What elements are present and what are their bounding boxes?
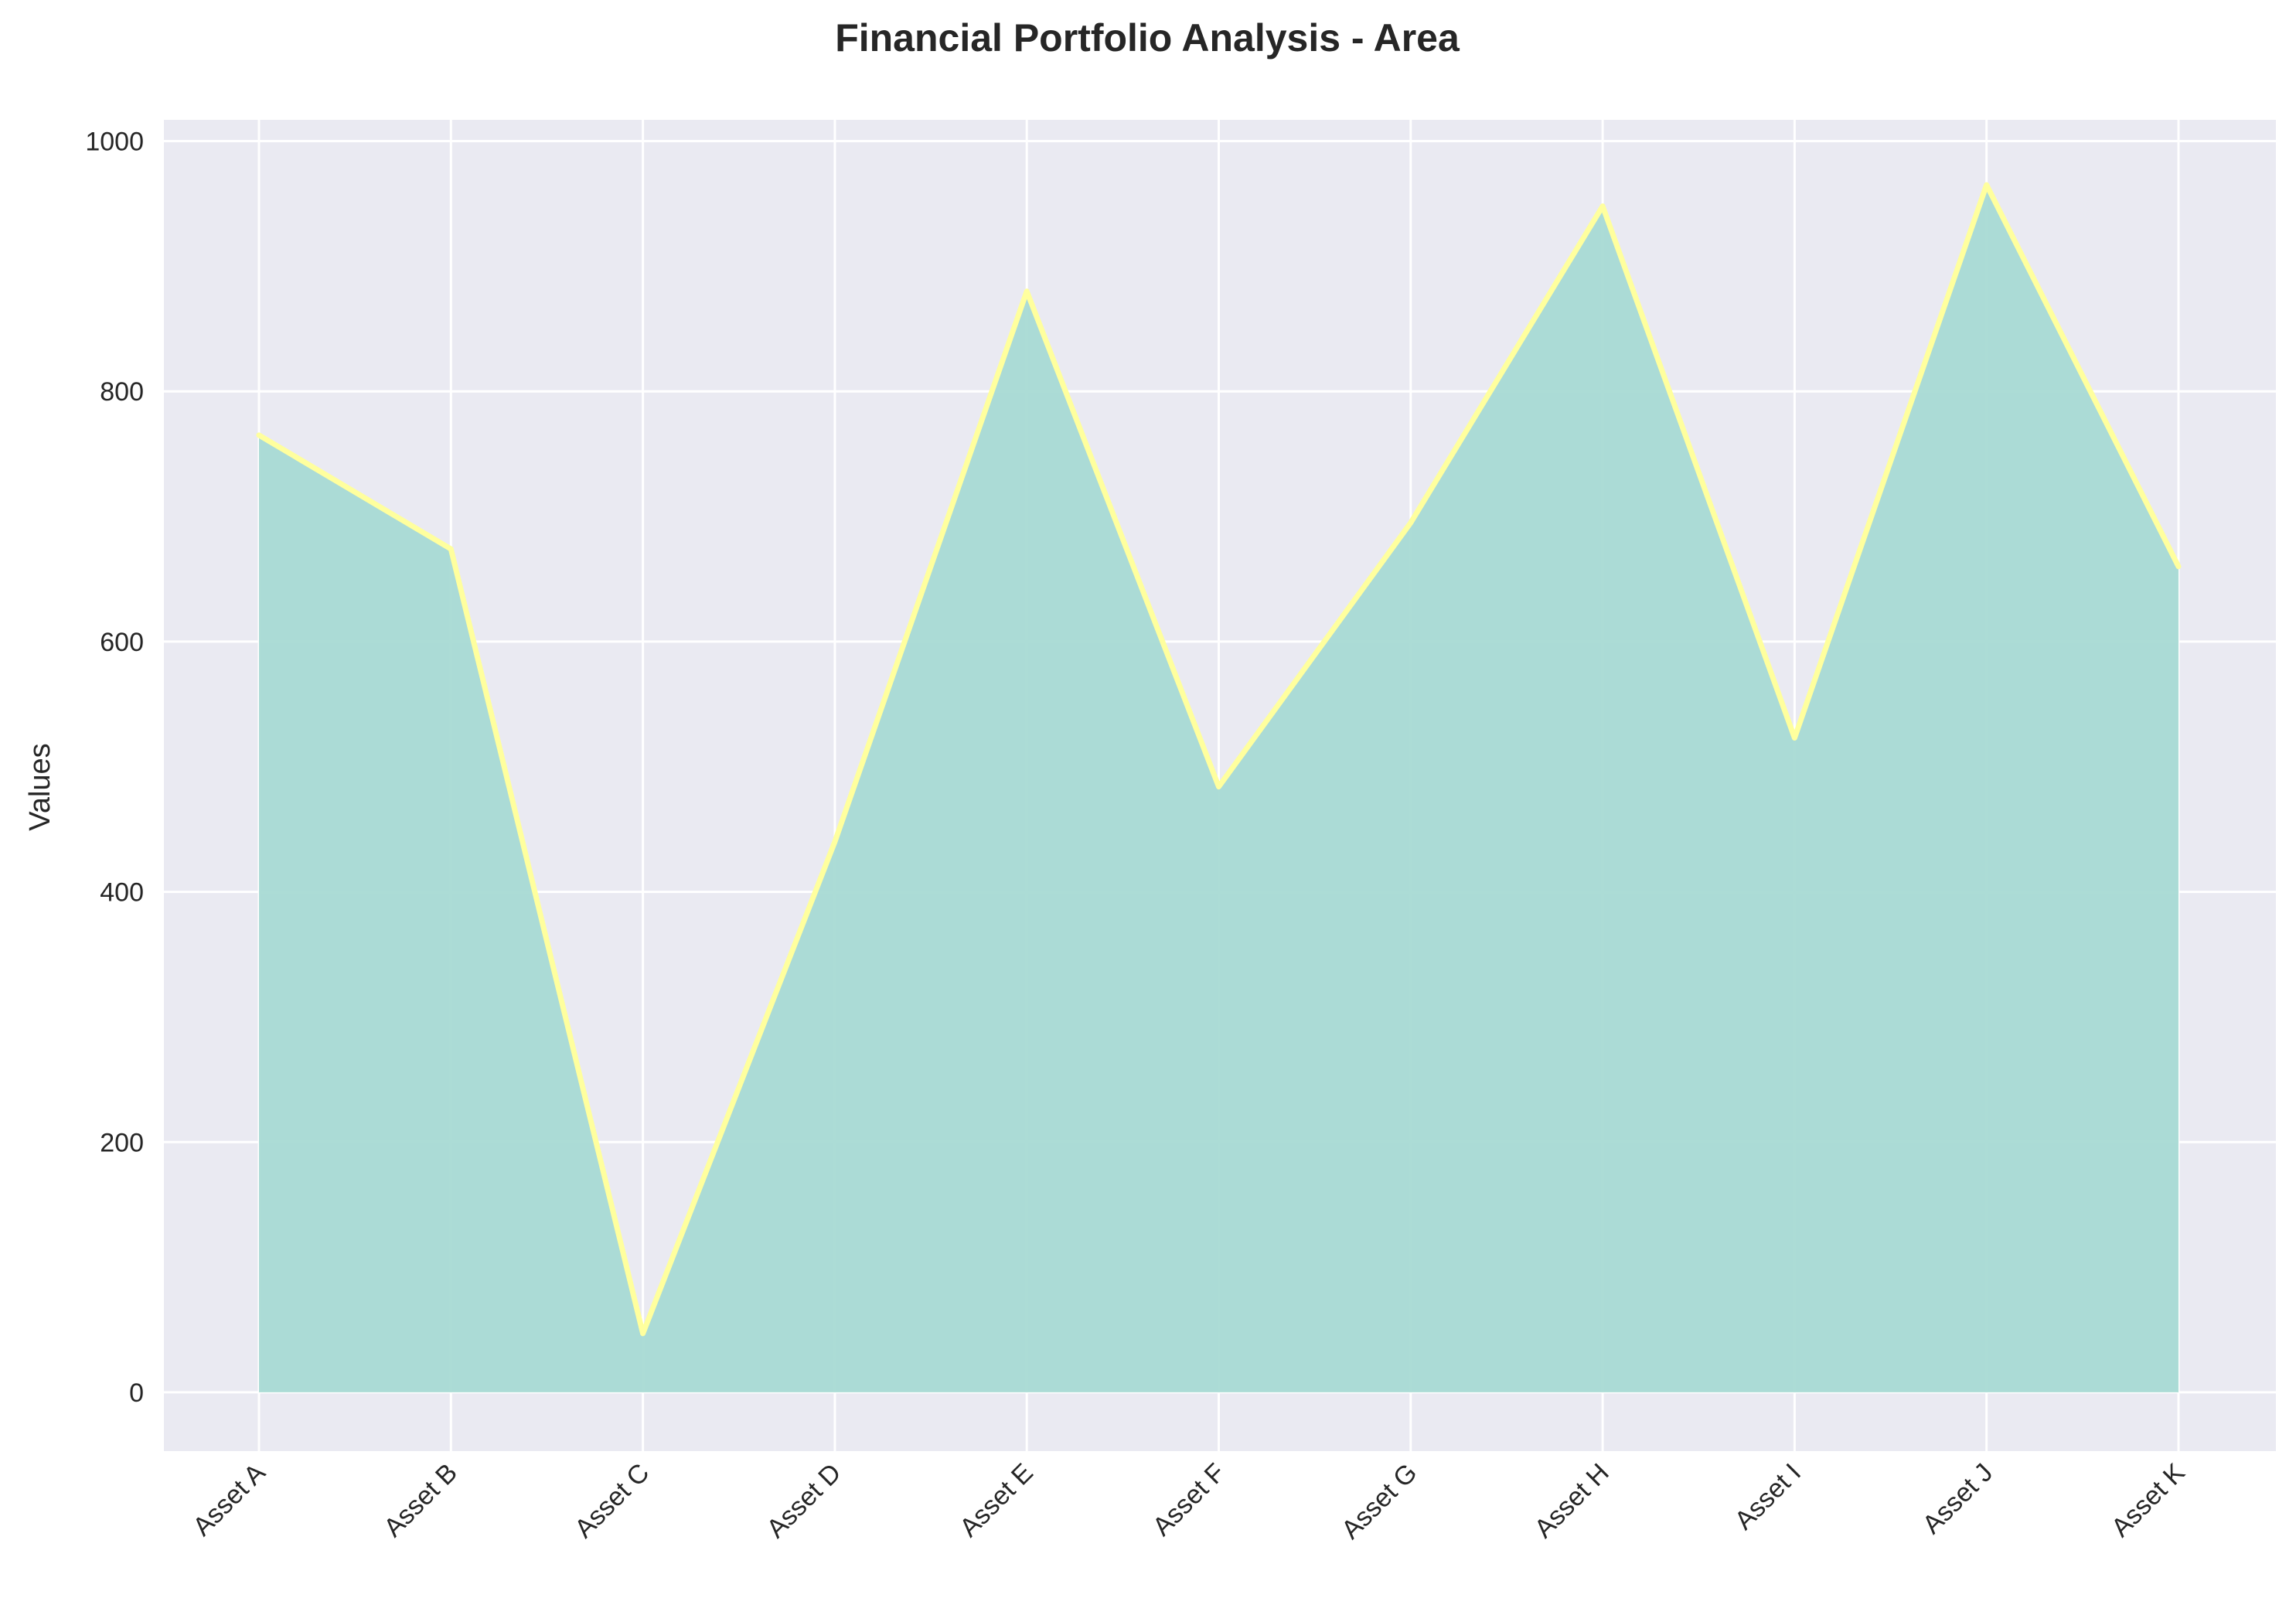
y-axis-label: Values [24,743,56,830]
x-tick-label: Asset G [1336,1458,1422,1545]
data-point [1984,182,1989,188]
data-point [640,1331,646,1336]
x-tick-label: Asset B [378,1458,463,1543]
y-tick-label: 600 [100,628,144,657]
y-tick-label: 200 [100,1128,144,1157]
y-tick-label: 1000 [85,128,144,157]
y-tick-label: 400 [100,878,144,908]
data-point [1024,288,1030,294]
chart-title: Financial Portfolio Analysis - Area [835,16,1460,60]
x-tick-label: Asset I [1729,1458,1807,1535]
data-point [1600,203,1606,209]
x-tick-label: Asset K [2106,1458,2191,1543]
x-axis-ticks: Asset A Asset B Asset C Asset D Asset E Asset… [187,1458,2191,1545]
y-tick-label: 800 [100,377,144,407]
data-point [1408,520,1413,526]
data-point [1792,735,1797,741]
area-series [256,182,2182,1392]
x-tick-label: Asset F [1147,1458,1231,1542]
y-tick-label: 0 [129,1378,144,1408]
y-axis-ticks: 0 200 400 600 800 1000 [85,128,144,1408]
data-point [2176,564,2181,569]
data-point [1216,784,1221,789]
x-tick-label: Asset J [1917,1458,1999,1540]
data-point [257,432,261,438]
x-tick-label: Asset D [761,1458,847,1544]
x-tick-label: Asset E [954,1458,1039,1543]
data-point [832,839,837,844]
data-point [448,547,454,552]
x-tick-label: Asset H [1529,1458,1615,1544]
x-tick-label: Asset C [569,1458,655,1544]
x-tick-label: Asset A [187,1458,271,1542]
